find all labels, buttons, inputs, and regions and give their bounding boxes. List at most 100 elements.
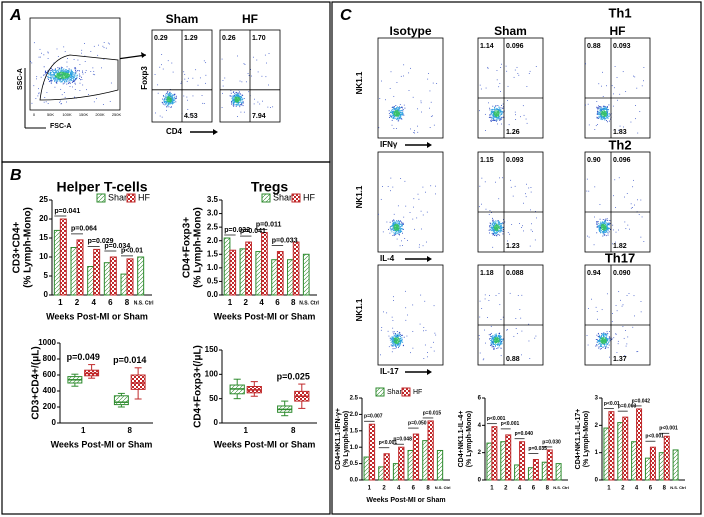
y-tick-label: 0 <box>44 290 49 299</box>
cell-dot <box>161 116 163 118</box>
cell-dot <box>602 338 604 340</box>
cell-dot <box>606 114 608 115</box>
cell-dot <box>622 326 624 328</box>
cell-dot <box>521 354 522 356</box>
cell-dot <box>58 78 60 80</box>
cell-dot <box>69 83 71 85</box>
cell-dot <box>492 229 494 231</box>
cell-dot <box>389 232 391 234</box>
cell-dot <box>71 73 73 75</box>
cell-dot <box>492 113 494 115</box>
cell-dot <box>76 77 78 79</box>
cell-dot <box>497 226 499 228</box>
x-tick-label: 150K <box>79 112 89 117</box>
cell-dot <box>77 59 79 61</box>
cell-dot <box>499 343 501 345</box>
cell-dot <box>632 186 634 188</box>
cell-dot <box>232 101 234 103</box>
bar <box>392 463 400 481</box>
cell-dot <box>627 224 629 226</box>
cell-dot <box>496 336 498 338</box>
cell-dot <box>187 108 189 110</box>
cell-dot <box>38 56 40 58</box>
cell-dot <box>495 111 497 113</box>
cell-dot <box>598 105 600 107</box>
cell-dot <box>490 332 492 334</box>
cell-dot <box>236 95 238 97</box>
cell-dot <box>499 226 501 228</box>
cell-dot <box>597 110 599 112</box>
cell-dot <box>501 341 503 343</box>
cell-dot <box>493 111 494 112</box>
cell-dot <box>393 107 395 109</box>
cell-dot <box>233 95 235 96</box>
cell-dot <box>491 338 493 339</box>
cell-dot <box>397 343 399 345</box>
cell-dot <box>603 107 605 109</box>
cell-dot <box>163 96 165 98</box>
cell-dot <box>522 225 523 227</box>
cell-dot <box>495 232 497 234</box>
cell-dot <box>489 294 491 296</box>
cell-dot <box>397 114 399 116</box>
cell-dot <box>71 80 73 82</box>
cell-dot <box>62 75 64 77</box>
cell-dot <box>400 229 402 231</box>
cell-dot <box>606 230 607 232</box>
cell-dot <box>98 44 99 46</box>
cell-dot <box>53 74 55 75</box>
cell-dot <box>606 115 608 117</box>
cell-dot <box>603 333 605 335</box>
cell-dot <box>93 45 95 47</box>
cell-dot <box>55 82 57 83</box>
cell-dot <box>71 72 73 74</box>
cell-dot <box>393 106 395 108</box>
y-tick-label: 15 <box>39 233 48 242</box>
cell-dot <box>493 340 495 342</box>
cell-dot <box>601 333 602 335</box>
cell-dot <box>599 108 601 109</box>
cell-dot <box>164 99 165 101</box>
cell-dot <box>601 231 603 233</box>
cell-dot <box>397 111 399 113</box>
cell-dot <box>597 107 599 109</box>
cell-dot <box>638 214 640 215</box>
cell-dot <box>498 339 500 341</box>
cell-dot <box>74 83 76 85</box>
cell-dot <box>608 112 610 114</box>
cell-dot <box>596 221 598 223</box>
x-tick-label: 6 <box>532 486 536 492</box>
x-tick-label: 8 <box>128 426 133 435</box>
cell-dot <box>107 42 109 44</box>
cell-dot <box>395 337 397 339</box>
bar <box>617 422 624 481</box>
cell-dot <box>425 241 427 243</box>
cell-dot <box>167 98 169 100</box>
cell-dot <box>38 93 40 95</box>
cell-dot <box>491 341 493 343</box>
cell-dot <box>600 345 602 347</box>
cell-dot <box>235 99 237 101</box>
cell-dot <box>68 78 70 80</box>
cell-dot <box>239 104 240 106</box>
cell-dot <box>65 80 67 82</box>
cell-dot <box>585 104 586 106</box>
cell-dot <box>599 345 601 347</box>
cell-dot <box>601 336 603 338</box>
cell-dot <box>169 98 171 100</box>
cell-dot <box>627 336 629 338</box>
cell-dot <box>603 343 605 345</box>
cell-dot <box>232 102 234 104</box>
cell-dot <box>398 120 400 122</box>
cell-dot <box>598 341 600 343</box>
cell-dot <box>597 221 598 223</box>
cell-dot <box>404 107 406 109</box>
cell-dot <box>247 73 249 74</box>
y-tick-label: 0.0 <box>350 478 359 484</box>
cell-dot <box>171 98 173 100</box>
bar <box>239 248 247 296</box>
cell-dot <box>400 178 402 179</box>
cell-dot <box>48 81 50 83</box>
cell-dot <box>601 231 603 233</box>
cell-dot <box>242 102 244 104</box>
